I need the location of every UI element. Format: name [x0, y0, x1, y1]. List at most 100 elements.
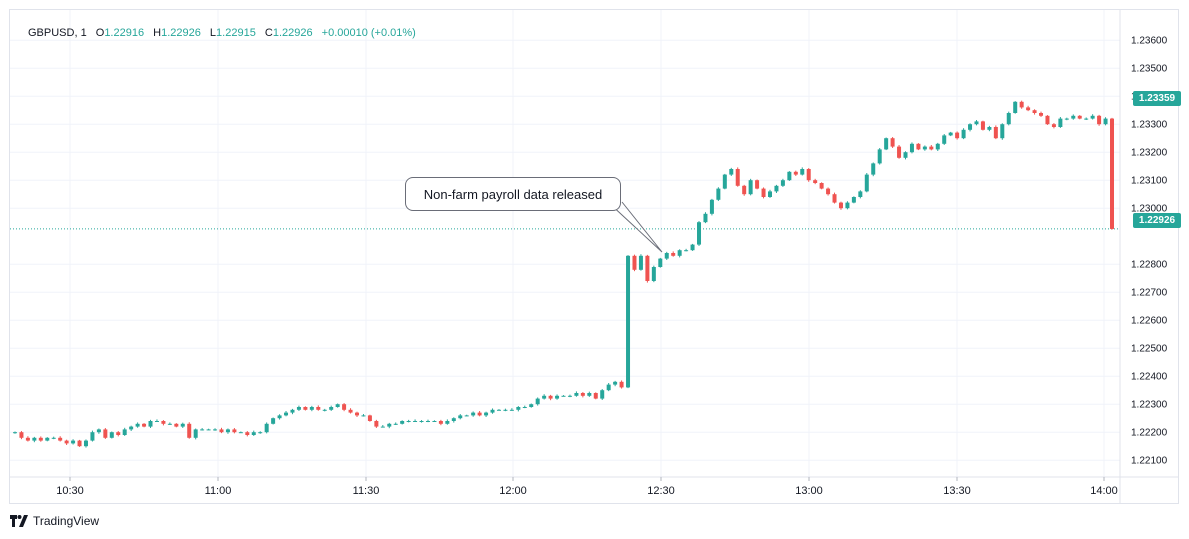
candlestick-chart[interactable]: 1.236001.235001.234001.233001.232001.231…	[10, 10, 1178, 503]
candle-body	[154, 421, 159, 422]
candle-body	[993, 127, 998, 139]
candle-body	[180, 423, 185, 427]
candle-body	[929, 146, 934, 150]
candle-body	[1019, 101, 1024, 108]
chart-frame[interactable]: 1.236001.235001.234001.233001.232001.231…	[9, 9, 1181, 504]
candle-body	[464, 415, 469, 417]
y-tick-label: 1.22100	[1131, 456, 1168, 467]
y-tick-label: 1.22600	[1131, 316, 1168, 327]
brand-name: TradingView	[33, 514, 100, 528]
candle-body	[606, 384, 611, 391]
candle-body	[690, 244, 695, 251]
candle-body	[400, 421, 405, 424]
candle-body	[425, 421, 430, 422]
candle-body	[496, 409, 501, 411]
candle-body	[884, 138, 889, 150]
candle-body	[522, 407, 527, 408]
candle-body	[503, 409, 508, 411]
candle-body	[329, 407, 334, 410]
x-tick-label: 10:30	[56, 485, 84, 497]
nfp-annotation[interactable]: Non-farm payroll data released	[405, 177, 621, 211]
candle-body	[555, 395, 560, 399]
annotation-text: Non-farm payroll data released	[423, 186, 603, 202]
candle-body	[780, 180, 785, 186]
candle-body	[942, 135, 947, 144]
candle-body	[626, 255, 631, 388]
candle-body	[709, 199, 714, 214]
candle-body	[342, 404, 347, 410]
candle-body	[135, 423, 140, 427]
candle-body	[432, 421, 437, 422]
candle-body	[187, 423, 192, 438]
candle-body	[13, 432, 17, 434]
candle-body	[1077, 115, 1082, 119]
candle-body	[748, 180, 753, 195]
candle-body	[677, 250, 682, 256]
candle-body	[213, 429, 218, 431]
candle-body	[316, 407, 321, 410]
y-tick-label: 1.23200	[1131, 148, 1168, 159]
candle-body	[767, 191, 772, 197]
candle-body	[1039, 113, 1044, 116]
candle-body	[845, 202, 850, 209]
candle-body	[413, 421, 418, 422]
candle-body	[1032, 110, 1037, 113]
candle-body	[206, 429, 211, 431]
candle-body	[374, 421, 379, 427]
candle-body	[722, 174, 727, 189]
candle-body	[729, 169, 734, 175]
candle-body	[890, 138, 895, 147]
candle-body	[284, 412, 289, 416]
candle-body	[1110, 118, 1114, 229]
y-tick-label: 1.23100	[1131, 176, 1168, 187]
candle-body	[703, 213, 708, 223]
candle-body	[871, 163, 876, 175]
candle-body	[200, 429, 205, 431]
candle-body	[471, 412, 476, 416]
candle-body	[922, 146, 927, 150]
candle-body	[1013, 101, 1018, 113]
candle-body	[38, 437, 43, 441]
candle-body	[974, 121, 979, 125]
high-label: H	[153, 27, 162, 39]
price-badge-current: 1.22926	[1133, 213, 1181, 228]
candle-body	[232, 429, 237, 433]
candle-body	[567, 395, 572, 397]
candle-body	[684, 250, 689, 252]
candle-body	[516, 407, 521, 410]
candle-body	[806, 169, 811, 181]
candle-body	[142, 423, 147, 427]
high-value: 1.22926	[161, 27, 201, 39]
tradingview-branding[interactable]: TradingView	[10, 514, 99, 528]
candle-body	[826, 188, 831, 195]
candle-body	[109, 432, 114, 438]
candle-body	[1026, 107, 1031, 111]
y-tick-label: 1.22700	[1131, 288, 1168, 299]
candle-body	[742, 185, 747, 195]
y-tick-label: 1.23500	[1131, 64, 1168, 75]
candle-body	[32, 437, 37, 441]
candle-body	[716, 188, 721, 200]
x-tick-label: 12:30	[647, 485, 675, 497]
low-value: 1.22915	[216, 27, 256, 39]
candle-body	[838, 202, 843, 209]
candle-body	[271, 418, 276, 424]
candle-body	[393, 423, 398, 425]
candle-body	[264, 423, 269, 433]
candle-body	[167, 423, 172, 425]
candle-body	[755, 180, 760, 189]
tradingview-logo-icon	[10, 515, 28, 527]
y-tick-label: 1.22200	[1131, 428, 1168, 439]
candle-body	[303, 407, 308, 410]
candle-body	[774, 185, 779, 192]
candle-body	[535, 398, 540, 405]
candle-body	[903, 152, 908, 158]
candle-body	[238, 432, 243, 434]
x-tick-label: 14:00	[1090, 485, 1118, 497]
y-tick-label: 1.23000	[1131, 204, 1168, 215]
candle-body	[1064, 118, 1069, 120]
y-tick-label: 1.23600	[1131, 36, 1168, 47]
candle-body	[77, 440, 82, 447]
candle-body	[980, 121, 985, 130]
candle-body	[580, 393, 585, 396]
